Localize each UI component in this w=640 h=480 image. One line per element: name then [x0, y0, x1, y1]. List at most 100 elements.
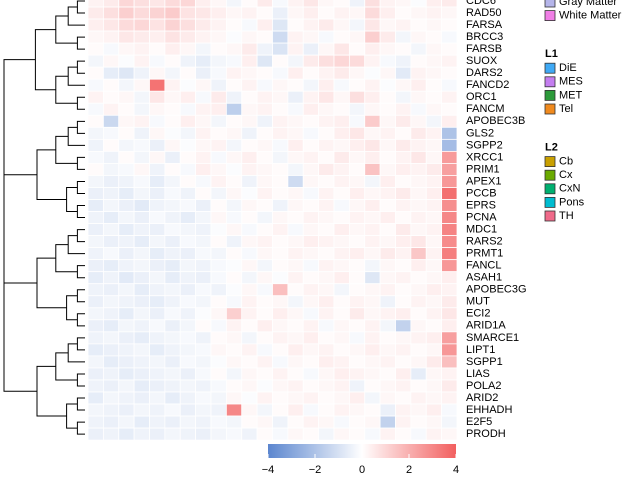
heatmap-cell [102, 138, 120, 152]
heatmap-cell [241, 391, 258, 405]
heatmap-cell [302, 427, 320, 441]
heatmap-cell [195, 283, 212, 297]
heatmap-cell [118, 259, 135, 273]
heatmap-cell [272, 126, 289, 140]
heatmap-cell [348, 102, 366, 116]
row-label: ECI2 [466, 308, 490, 320]
heatmap-cell [379, 0, 396, 8]
heatmap-cell [133, 54, 150, 68]
heatmap-cell [272, 343, 289, 357]
heatmap-cell [348, 271, 366, 285]
heatmap-cell [118, 30, 135, 44]
legend-label: White Matter [559, 10, 622, 22]
legend-swatch [544, 0, 556, 8]
heatmap-cell [241, 307, 258, 321]
heatmap-cell [225, 54, 243, 68]
heatmap-cell [364, 295, 381, 309]
heatmap-cell [195, 415, 212, 429]
heatmap-cell [256, 223, 273, 237]
heatmap-cell [348, 211, 366, 224]
heatmap-cell [379, 307, 396, 321]
dendrogram-branch [76, 313, 85, 327]
heatmap-cell [302, 343, 320, 357]
legend-swatch [544, 103, 556, 115]
heatmap-cell [287, 102, 304, 116]
heatmap-cell [272, 187, 289, 200]
heatmap-cell [287, 150, 304, 164]
dendrogram [3, 0, 85, 435]
heatmap-cell [179, 235, 197, 249]
row-label: FARSA [466, 19, 503, 31]
row-label: SMARCE1 [466, 332, 519, 344]
heatmap-cell [164, 367, 181, 381]
heatmap-cell [410, 187, 427, 200]
heatmap-cell [410, 355, 427, 369]
heatmap-cell [195, 0, 212, 8]
heatmap-cell [225, 30, 243, 44]
heatmap-cell [379, 223, 396, 237]
heatmap-cell [210, 54, 227, 68]
heatmap-cell [87, 235, 104, 249]
heatmap-cell [410, 415, 427, 429]
heatmap-cell [318, 223, 335, 237]
heatmap-cell [287, 54, 304, 68]
heatmap-cell [425, 126, 443, 140]
legend-swatch [544, 183, 556, 195]
heatmap-cell [210, 307, 227, 321]
color-bar-tick-label: 4 [453, 464, 459, 476]
heatmap-cell [164, 30, 181, 44]
heatmap-cell [102, 259, 120, 273]
dendrogram-branch [76, 373, 85, 387]
heatmap-cell [118, 150, 135, 164]
heatmap-cell [118, 42, 135, 56]
heatmap-cell [379, 259, 396, 273]
heatmap-cell [379, 163, 396, 176]
heatmap-cell [395, 223, 412, 237]
heatmap-cell [241, 138, 258, 152]
heatmap-cell [102, 247, 120, 261]
heatmap-cell [333, 319, 350, 333]
heatmap-cell [225, 295, 243, 309]
dendrogram-branch [36, 365, 67, 417]
heatmap-cell [102, 367, 120, 381]
legend-label: Gray Matter [559, 0, 617, 8]
heatmap-cell [425, 138, 443, 152]
heatmap-cell [225, 150, 243, 164]
heatmap-cell [333, 331, 350, 345]
heatmap-cell [225, 0, 243, 8]
heatmap-cell [241, 295, 258, 309]
heatmap-cell [333, 259, 350, 273]
heatmap-cell [272, 259, 289, 273]
heatmap-cell [425, 78, 443, 92]
heatmap-cell [348, 319, 366, 333]
heatmap-cell [149, 90, 166, 104]
heatmap-cell [87, 6, 104, 20]
heatmap-cell [133, 391, 150, 405]
dendrogram-branch [66, 186, 78, 213]
heatmap-cell [179, 415, 197, 429]
heatmap-cell [179, 319, 197, 333]
heatmap-cell [272, 199, 289, 212]
heatmap-cell [164, 66, 181, 80]
heatmap-cell [195, 247, 212, 261]
heatmap-cell [425, 163, 443, 176]
heatmap-cell [225, 102, 243, 116]
heatmap-cell [179, 331, 197, 345]
heatmap-cell [410, 150, 427, 164]
heatmap-cell [179, 283, 197, 297]
heatmap-cell [210, 319, 227, 333]
heatmap-cell [164, 163, 181, 176]
heatmap-cell [410, 235, 427, 249]
dendrogram-branch [67, 343, 85, 363]
heatmap-cell [287, 415, 304, 429]
heatmap-cell [302, 379, 320, 393]
heatmap-cell [149, 54, 166, 68]
heatmap-cell [441, 355, 458, 369]
heatmap-cell [318, 343, 335, 357]
heatmap-cell [149, 355, 166, 369]
heatmap-cell [210, 223, 227, 237]
heatmap-cell [118, 90, 135, 104]
legend-swatch [544, 210, 556, 222]
dendrogram-branch [76, 36, 85, 50]
heatmap-cell [318, 415, 335, 429]
